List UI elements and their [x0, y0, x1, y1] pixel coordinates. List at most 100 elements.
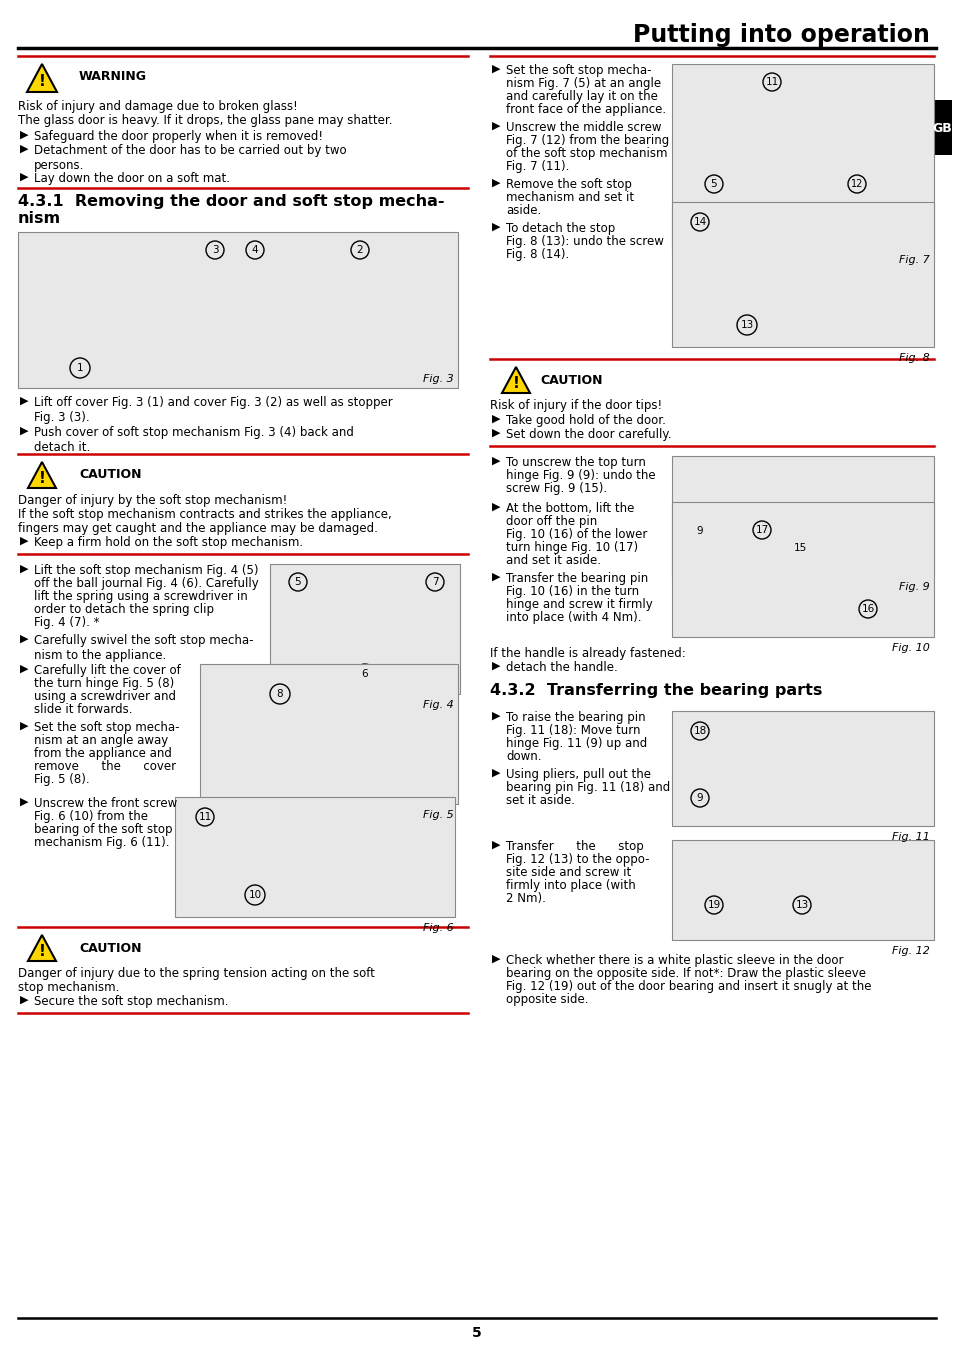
- Polygon shape: [28, 462, 56, 487]
- Text: 5: 5: [710, 180, 717, 189]
- Text: ▶: ▶: [492, 428, 500, 437]
- Text: 9: 9: [696, 526, 702, 536]
- Text: GB: GB: [931, 122, 951, 135]
- Text: Remove the soft stop: Remove the soft stop: [505, 178, 631, 190]
- Text: Danger of injury due to the spring tension acting on the soft: Danger of injury due to the spring tensi…: [18, 967, 375, 980]
- Text: door off the pin: door off the pin: [505, 514, 597, 528]
- Text: If the soft stop mechanism contracts and strikes the appliance,: If the soft stop mechanism contracts and…: [18, 508, 392, 521]
- Text: site side and screw it: site side and screw it: [505, 865, 631, 879]
- Text: of the soft stop mechanism: of the soft stop mechanism: [505, 147, 667, 161]
- Text: bearing pin Fig. 11 (18) and: bearing pin Fig. 11 (18) and: [505, 782, 670, 794]
- Text: 13: 13: [795, 900, 808, 910]
- Text: The glass door is heavy. If it drops, the glass pane may shatter.: The glass door is heavy. If it drops, th…: [18, 113, 392, 127]
- Text: Detachment of the door has to be carried out by two
persons.: Detachment of the door has to be carried…: [34, 144, 346, 171]
- Text: 11: 11: [198, 811, 212, 822]
- Text: nism at an angle away: nism at an angle away: [34, 734, 168, 747]
- Text: lift the spring using a screwdriver in: lift the spring using a screwdriver in: [34, 590, 248, 603]
- Text: Unscrew the middle screw: Unscrew the middle screw: [505, 122, 660, 134]
- Text: down.: down.: [505, 751, 541, 763]
- Text: ▶: ▶: [492, 954, 500, 964]
- Text: ▶: ▶: [20, 721, 29, 730]
- Text: opposite side.: opposite side.: [505, 994, 588, 1006]
- Text: Fig. 9: Fig. 9: [899, 582, 929, 593]
- Text: 3: 3: [212, 244, 218, 255]
- Text: bearing of the soft stop: bearing of the soft stop: [34, 824, 172, 836]
- Text: from the appliance and: from the appliance and: [34, 747, 172, 760]
- Text: ▶: ▶: [492, 122, 500, 131]
- Text: Set down the door carefully.: Set down the door carefully.: [505, 428, 671, 441]
- Polygon shape: [27, 63, 57, 92]
- Text: Fig. 10 (16) of the lower: Fig. 10 (16) of the lower: [505, 528, 647, 541]
- Text: Fig. 4: Fig. 4: [423, 701, 454, 710]
- Text: Safeguard the door properly when it is removed!: Safeguard the door properly when it is r…: [34, 130, 323, 143]
- Text: Danger of injury by the soft stop mechanism!: Danger of injury by the soft stop mechan…: [18, 494, 287, 508]
- Text: Fig. 12 (19) out of the door bearing and insert it snugly at the: Fig. 12 (19) out of the door bearing and…: [505, 980, 871, 994]
- Text: mechanism Fig. 6 (11).: mechanism Fig. 6 (11).: [34, 836, 170, 849]
- Text: 19: 19: [706, 900, 720, 910]
- Text: ▶: ▶: [20, 664, 29, 674]
- Text: Fig. 11: Fig. 11: [891, 832, 929, 842]
- Text: !: !: [512, 375, 518, 390]
- Text: ▶: ▶: [492, 711, 500, 721]
- Text: ▶: ▶: [20, 634, 29, 644]
- Bar: [671, 202, 933, 347]
- Bar: [270, 564, 459, 694]
- Polygon shape: [28, 936, 56, 961]
- Text: ▶: ▶: [20, 396, 29, 406]
- Text: Lift off cover Fig. 3 (1) and cover Fig. 3 (2) as well as stopper
Fig. 3 (3).: Lift off cover Fig. 3 (1) and cover Fig.…: [34, 396, 393, 424]
- Bar: [931, 100, 951, 155]
- Text: Carefully swivel the soft stop mecha-
nism to the appliance.: Carefully swivel the soft stop mecha- ni…: [34, 634, 253, 662]
- Text: !: !: [38, 471, 46, 486]
- Text: ▶: ▶: [492, 768, 500, 778]
- Text: Fig. 10: Fig. 10: [891, 643, 929, 653]
- Text: CAUTION: CAUTION: [79, 941, 141, 954]
- Text: ▶: ▶: [20, 171, 29, 182]
- Text: 2: 2: [356, 244, 363, 255]
- Bar: [18, 232, 457, 387]
- Text: Fig. 8: Fig. 8: [899, 352, 929, 363]
- Text: turn hinge Fig. 10 (17): turn hinge Fig. 10 (17): [505, 541, 638, 554]
- Text: 18: 18: [693, 726, 706, 736]
- Text: and carefully lay it on the: and carefully lay it on the: [505, 90, 658, 103]
- Text: 5: 5: [472, 1326, 481, 1341]
- Text: At the bottom, lift the: At the bottom, lift the: [505, 502, 634, 514]
- Text: 4.3.2  Transferring the bearing parts: 4.3.2 Transferring the bearing parts: [490, 683, 821, 698]
- Text: To raise the bearing pin: To raise the bearing pin: [505, 711, 645, 724]
- Text: ▶: ▶: [20, 427, 29, 436]
- Text: Take good hold of the door.: Take good hold of the door.: [505, 414, 665, 427]
- Text: firmly into place (with: firmly into place (with: [505, 879, 635, 892]
- Text: stop mechanism.: stop mechanism.: [18, 981, 119, 994]
- Text: 1: 1: [76, 363, 83, 373]
- Bar: [200, 664, 457, 805]
- Text: CAUTION: CAUTION: [539, 374, 602, 386]
- Text: ▶: ▶: [492, 572, 500, 582]
- Text: 10: 10: [248, 890, 261, 900]
- Text: !: !: [38, 74, 46, 89]
- Text: Lift the soft stop mechanism Fig. 4 (5): Lift the soft stop mechanism Fig. 4 (5): [34, 564, 258, 576]
- Text: 13: 13: [740, 320, 753, 329]
- Text: slide it forwards.: slide it forwards.: [34, 703, 132, 716]
- Text: Fig. 10 (16) in the turn: Fig. 10 (16) in the turn: [505, 585, 639, 598]
- Text: nism Fig. 7 (5) at an angle: nism Fig. 7 (5) at an angle: [505, 77, 660, 90]
- Text: Fig. 12 (13) to the oppo-: Fig. 12 (13) to the oppo-: [505, 853, 649, 865]
- Text: 4: 4: [252, 244, 258, 255]
- Text: Fig. 5 (8).: Fig. 5 (8).: [34, 774, 90, 786]
- Text: set it aside.: set it aside.: [505, 794, 575, 807]
- Text: 12: 12: [850, 180, 862, 189]
- Text: Secure the soft stop mechanism.: Secure the soft stop mechanism.: [34, 995, 229, 1008]
- Text: 4.3.1  Removing the door and soft stop mecha-
nism: 4.3.1 Removing the door and soft stop me…: [18, 194, 444, 227]
- Text: !: !: [38, 944, 46, 958]
- Text: 2 Nm).: 2 Nm).: [505, 892, 545, 904]
- Text: hinge and screw it firmly: hinge and screw it firmly: [505, 598, 652, 612]
- Text: ▶: ▶: [492, 221, 500, 232]
- Text: bearing on the opposite side. If not*: Draw the plastic sleeve: bearing on the opposite side. If not*: D…: [505, 967, 865, 980]
- Text: Fig. 8 (13): undo the screw: Fig. 8 (13): undo the screw: [505, 235, 663, 248]
- Text: ▶: ▶: [492, 414, 500, 424]
- Text: 7: 7: [432, 576, 437, 587]
- Text: Fig. 4 (7). *: Fig. 4 (7). *: [34, 616, 99, 629]
- Bar: [671, 502, 933, 637]
- Bar: [174, 796, 455, 917]
- Text: the turn hinge Fig. 5 (8): the turn hinge Fig. 5 (8): [34, 676, 174, 690]
- Text: Fig. 6 (10) from the: Fig. 6 (10) from the: [34, 810, 148, 824]
- Text: order to detach the spring clip: order to detach the spring clip: [34, 603, 213, 616]
